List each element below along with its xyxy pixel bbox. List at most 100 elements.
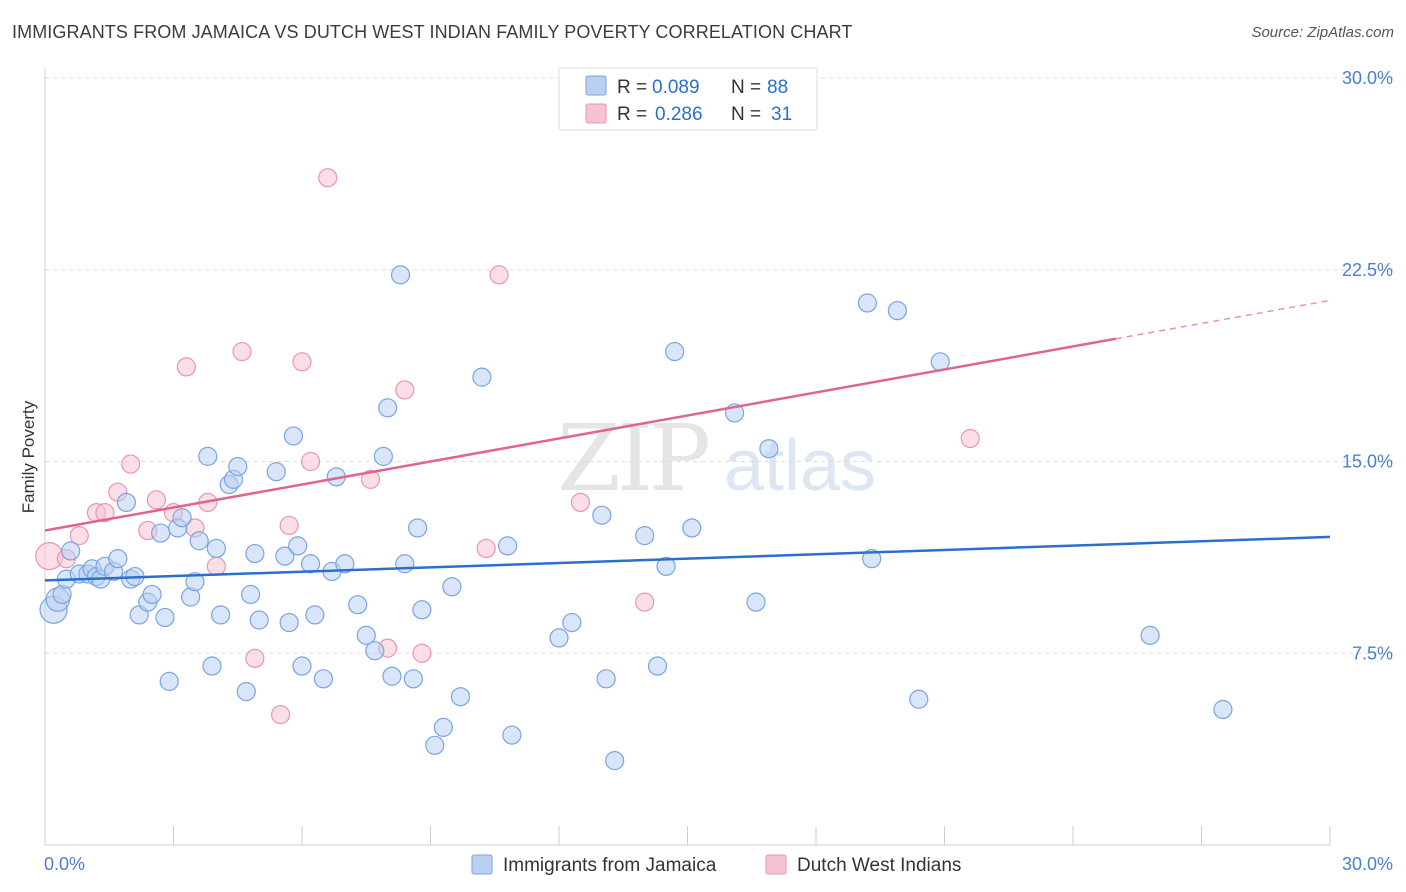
point-jamaica bbox=[862, 549, 882, 569]
point-dutch-west-indians bbox=[146, 490, 166, 510]
point-jamaica bbox=[746, 592, 766, 612]
point-jamaica bbox=[206, 538, 226, 559]
point-dutch-west-indians bbox=[206, 556, 226, 576]
point-jamaica bbox=[472, 367, 492, 387]
point-jamaica bbox=[665, 341, 685, 362]
bottom-legend-swatch-jamaica bbox=[471, 854, 493, 875]
point-jamaica bbox=[365, 641, 385, 661]
bottom-legend: Immigrants from Jamaica Dutch West India… bbox=[471, 854, 961, 876]
point-jamaica bbox=[151, 523, 171, 543]
point-jamaica bbox=[373, 446, 393, 466]
x-tick-label-max: 30.0% bbox=[1342, 854, 1393, 874]
series-dutch-west-indians-points bbox=[35, 78, 980, 725]
y-tick-label: 7.5% bbox=[1352, 643, 1393, 663]
legend-n-value-jamaica: 88 bbox=[767, 77, 788, 98]
point-jamaica bbox=[245, 543, 265, 564]
point-jamaica bbox=[249, 610, 269, 630]
legend-r-value-jamaica: 0.089 bbox=[652, 77, 700, 98]
point-jamaica bbox=[198, 446, 218, 466]
point-jamaica bbox=[116, 492, 136, 513]
bottom-legend-swatch-dutch bbox=[765, 854, 787, 875]
point-jamaica bbox=[236, 681, 256, 702]
point-dutch-west-indians bbox=[279, 515, 299, 536]
point-jamaica bbox=[142, 584, 162, 605]
point-jamaica bbox=[275, 546, 295, 566]
point-dutch-west-indians bbox=[960, 428, 980, 449]
point-jamaica bbox=[356, 625, 376, 645]
series-jamaica-points bbox=[39, 265, 1233, 771]
point-jamaica bbox=[172, 508, 192, 528]
chart-source: Source: ZipAtlas.com bbox=[1251, 24, 1394, 41]
point-jamaica bbox=[656, 556, 676, 576]
point-dutch-west-indians bbox=[318, 168, 338, 188]
point-dutch-west-indians bbox=[95, 503, 115, 523]
point-dutch-west-indians bbox=[395, 380, 415, 400]
legend-n-label-dutch: N = bbox=[731, 104, 761, 125]
point-dutch-west-indians bbox=[489, 265, 509, 285]
point-dutch-west-indians bbox=[232, 341, 252, 362]
point-jamaica bbox=[592, 505, 612, 525]
point-dutch-west-indians bbox=[121, 454, 141, 474]
bottom-legend-label-dutch: Dutch West Indians bbox=[797, 855, 961, 876]
point-jamaica bbox=[335, 554, 355, 574]
point-jamaica bbox=[390, 265, 411, 285]
point-jamaica bbox=[241, 584, 261, 605]
y-tick-label: 30.0% bbox=[1342, 68, 1393, 88]
point-jamaica bbox=[202, 656, 222, 676]
point-jamaica bbox=[433, 717, 453, 737]
point-jamaica bbox=[425, 735, 445, 755]
point-jamaica bbox=[378, 398, 398, 418]
legend-r-label-jamaica: R = bbox=[617, 77, 647, 98]
point-jamaica bbox=[887, 301, 907, 321]
point-jamaica bbox=[155, 607, 175, 628]
point-jamaica bbox=[605, 751, 625, 771]
point-jamaica bbox=[408, 518, 428, 538]
point-jamaica bbox=[279, 612, 299, 633]
point-jamaica bbox=[1213, 699, 1233, 720]
point-dutch-west-indians bbox=[635, 592, 655, 612]
point-dutch-west-indians bbox=[570, 492, 591, 513]
gridlines bbox=[45, 77, 1393, 654]
legend-n-label-jamaica: N = bbox=[731, 77, 761, 98]
point-jamaica bbox=[450, 687, 471, 707]
point-jamaica bbox=[313, 669, 334, 689]
legend-r-value-dutch: 0.286 bbox=[655, 104, 703, 125]
legend-r-label-dutch: R = bbox=[617, 104, 647, 125]
point-jamaica bbox=[562, 612, 582, 633]
point-jamaica bbox=[442, 577, 462, 597]
y-axis-title: Family Poverty bbox=[19, 400, 38, 513]
point-jamaica bbox=[283, 426, 304, 446]
point-dutch-west-indians bbox=[300, 451, 321, 472]
point-dutch-west-indians bbox=[476, 538, 496, 559]
point-dutch-west-indians bbox=[270, 705, 291, 725]
point-jamaica bbox=[909, 689, 929, 709]
chart-title: IMMIGRANTS FROM JAMAICA VS DUTCH WEST IN… bbox=[12, 22, 853, 42]
point-dutch-west-indians bbox=[360, 469, 381, 489]
point-jamaica bbox=[108, 549, 128, 569]
y-tick-label: 15.0% bbox=[1342, 452, 1393, 472]
trendline-dutch-west-indians-extension bbox=[1115, 299, 1331, 340]
point-jamaica bbox=[498, 536, 518, 556]
point-jamaica bbox=[647, 656, 668, 676]
point-jamaica bbox=[292, 656, 312, 676]
point-jamaica bbox=[288, 536, 308, 556]
legend-box: R = 0.089 N = 88 R = 0.286 N = 31 bbox=[558, 67, 818, 131]
point-jamaica bbox=[403, 669, 423, 689]
x-tick-label-min: 0.0% bbox=[44, 854, 85, 874]
point-jamaica bbox=[412, 600, 432, 620]
point-jamaica bbox=[682, 518, 702, 538]
point-jamaica bbox=[759, 439, 779, 459]
point-jamaica bbox=[185, 572, 205, 592]
trendline-jamaica bbox=[44, 535, 1331, 582]
point-jamaica bbox=[61, 541, 81, 561]
point-jamaica bbox=[395, 554, 415, 574]
watermark: ZIP atlas bbox=[557, 405, 876, 512]
point-jamaica bbox=[857, 293, 878, 313]
x-tick-labels: 0.0% 30.0% bbox=[44, 854, 1393, 874]
point-jamaica bbox=[305, 605, 325, 625]
point-jamaica bbox=[549, 628, 569, 648]
watermark-atlas: atlas bbox=[724, 426, 876, 506]
point-jamaica bbox=[159, 671, 179, 691]
point-dutch-west-indians bbox=[176, 357, 196, 377]
point-dutch-west-indians bbox=[412, 643, 432, 663]
